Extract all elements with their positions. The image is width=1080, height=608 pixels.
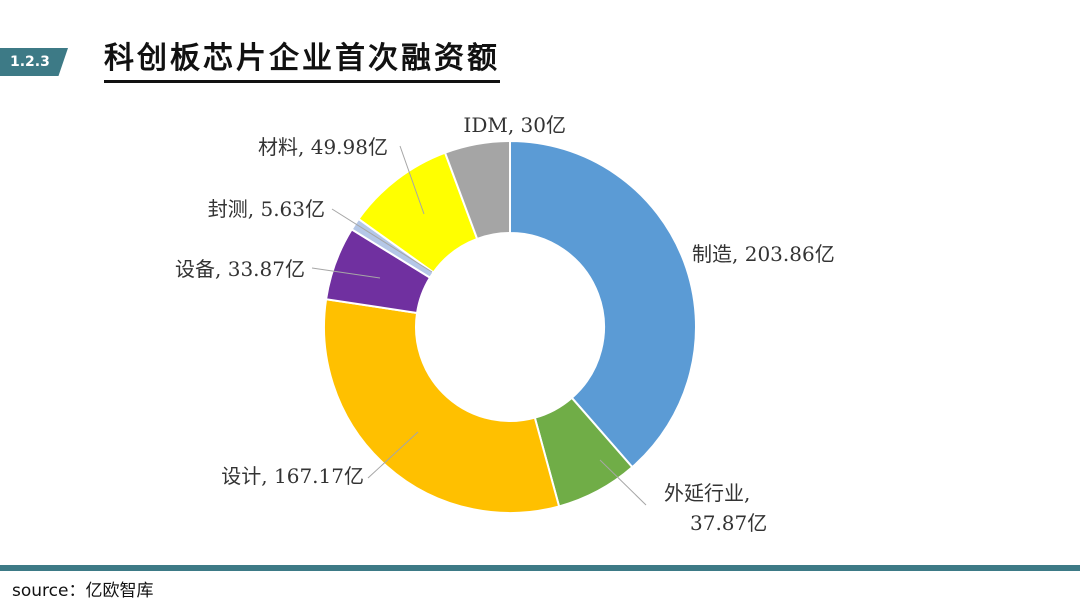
page-title: 科创板芯片企业首次融资额 — [104, 40, 500, 83]
slice-label-外延行业: 外延行业, — [664, 481, 750, 505]
slice-label-设备: 设备, 33.87亿 — [175, 257, 305, 281]
slice-label-材料: 材料, 49.98亿 — [258, 135, 388, 159]
slice-label-value-外延行业: 37.87亿 — [690, 511, 767, 535]
source-note: source：亿欧智库 — [12, 581, 154, 601]
leader-line-设计 — [367, 431, 419, 479]
leader-line-设备 — [311, 267, 381, 279]
leader-line-封测 — [331, 208, 433, 273]
slice-label-封测: 封测, 5.63亿 — [208, 197, 325, 221]
slice-IDM — [443, 139, 511, 241]
leader-line-外延行业 — [599, 459, 647, 506]
section-badge: 1.2.3 — [0, 48, 68, 76]
slice-制造 — [509, 139, 697, 469]
slice-label-设计: 设计, 167.17亿 — [221, 464, 364, 488]
footer-divider — [0, 565, 1080, 571]
slice-label-IDM: IDM, 30亿 — [463, 113, 566, 137]
slice-设计 — [323, 298, 561, 514]
slice-label-制造: 制造, 203.86亿 — [692, 242, 835, 266]
chart-leader-lines — [311, 145, 647, 506]
leader-line-材料 — [399, 145, 425, 215]
chart-slices — [323, 139, 697, 514]
